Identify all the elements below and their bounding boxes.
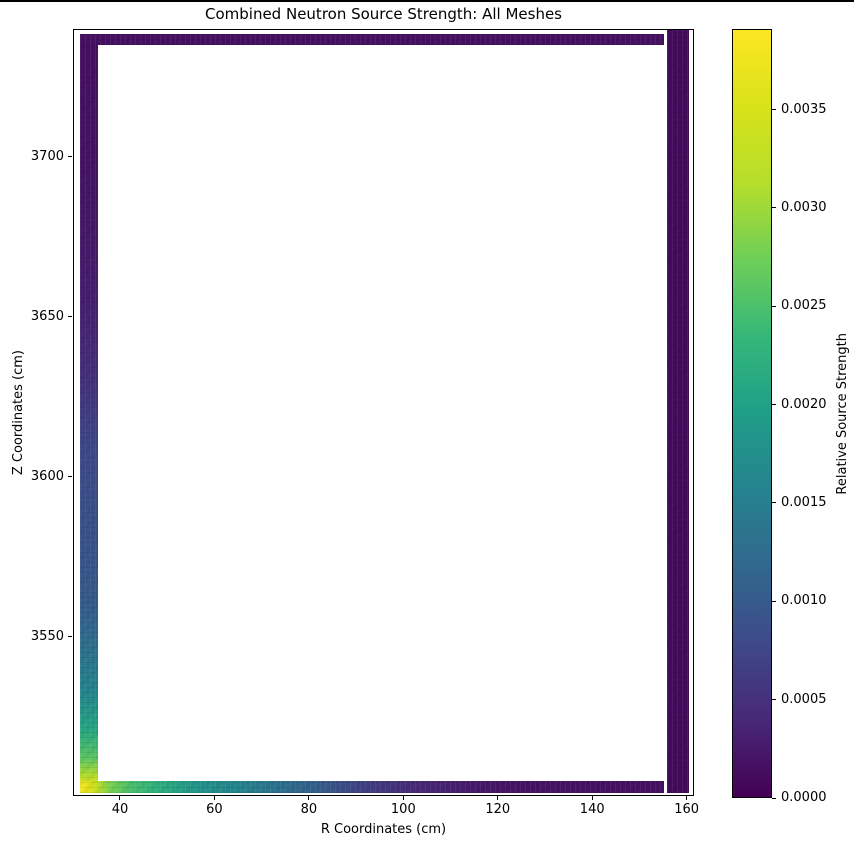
x-tick-mark [497, 796, 499, 800]
y-tick-label: 3650 [30, 308, 64, 324]
mesh-region-left-wall [79, 33, 98, 794]
x-tick-label: 80 [300, 802, 318, 817]
x-tick-mark [119, 796, 121, 800]
x-tick-label: 60 [206, 802, 223, 817]
colorbar-gradient [732, 29, 772, 798]
colorbar-tick-label: 0.0010 [781, 593, 827, 609]
x-tick-label: 100 [390, 802, 416, 817]
colorbar-tick-label: 0.0015 [781, 494, 827, 510]
colorbar-tick-label: 0.0005 [781, 691, 827, 707]
colorbar-tick-label: 0.0025 [781, 298, 827, 314]
mesh-region-right-wall [666, 29, 690, 794]
colorbar-label-text: Relative Source Strength [834, 332, 850, 495]
colorbar-tick-label: 0.0020 [781, 396, 827, 412]
colorbar-label: Relative Source Strength [832, 29, 852, 798]
y-tick-mark [68, 636, 72, 638]
y-tick-mark [68, 156, 72, 158]
x-axis-label: R Coordinates (cm) [320, 822, 447, 837]
y-axis-label-text: Z Coordinates (cm) [10, 349, 26, 476]
y-tick-mark [68, 316, 72, 318]
colorbar: 0.0035 0.0030 0.0025 0.0020 0.0015 0.0010 0.00… [732, 29, 827, 805]
colorbar-tick-mark [772, 305, 776, 307]
x-tick-mark [213, 796, 215, 800]
x-tick-label: 140 [579, 802, 605, 817]
colorbar-tick-label: 0.0030 [781, 199, 827, 215]
y-axis-label: Z Coordinates (cm) [8, 29, 28, 796]
colorbar-tick-mark [772, 699, 776, 701]
colorbar-tick-mark [772, 404, 776, 406]
y-tick-label: 3600 [30, 468, 64, 484]
x-tick-label: 120 [485, 802, 511, 817]
colorbar-tick-mark [772, 600, 776, 602]
y-tick-label: 3700 [30, 148, 64, 164]
colorbar-tick-label: 0.0000 [781, 790, 827, 805]
mesh-region-bottom-wall [79, 780, 665, 794]
x-tick-mark [686, 796, 688, 800]
y-tick-label: 3550 [30, 628, 64, 644]
mesh-region-top-wall [79, 33, 665, 46]
screen-top-edge [0, 0, 854, 2]
x-tick-mark [591, 796, 593, 800]
y-tick-mark [68, 476, 72, 478]
x-tick-mark [402, 796, 404, 800]
colorbar-tick-mark [772, 207, 776, 209]
x-tick-label: 160 [674, 802, 700, 817]
chart-title: Combined Neutron Source Strength: All Me… [205, 5, 562, 23]
colorbar-tick-label: 0.0035 [781, 101, 827, 117]
plot-area: 40 60 80 100 120 140 160 3700 3650 3600 3550 [31, 29, 699, 817]
x-tick-label: 40 [111, 802, 129, 817]
colorbar-tick-mark [772, 797, 776, 799]
colorbar-tick-mark [772, 109, 776, 111]
colorbar-tick-mark [772, 502, 776, 504]
axes-frame [73, 29, 694, 796]
x-tick-mark [308, 796, 310, 800]
